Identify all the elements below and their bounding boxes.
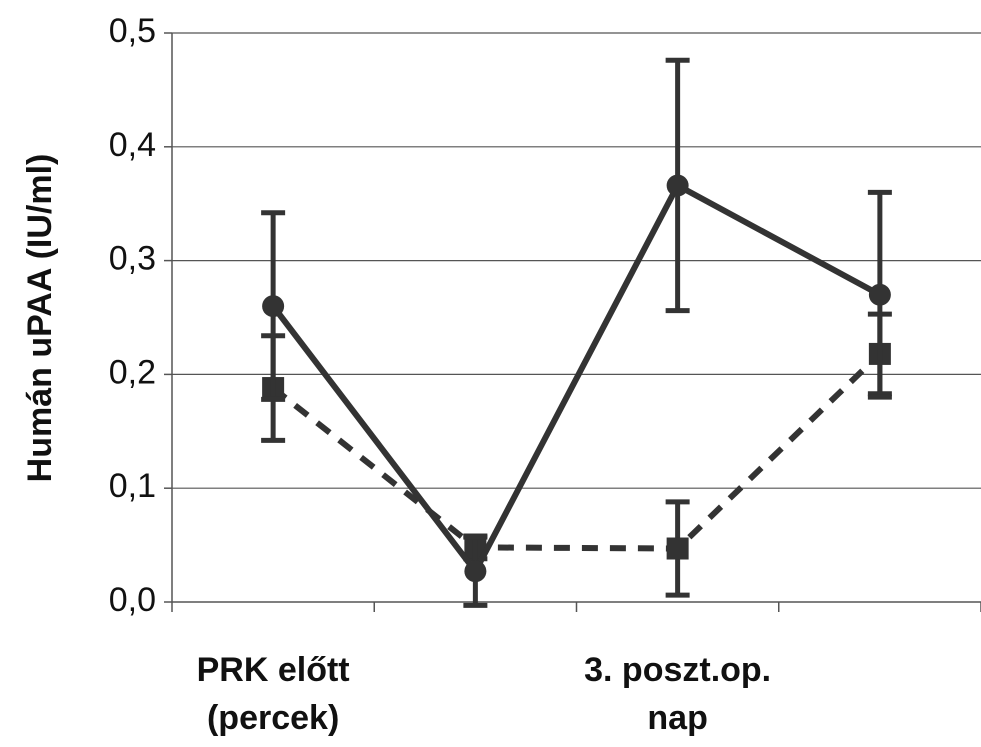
y-tick-label: 0,5 <box>109 12 156 50</box>
y-tick-label: 0,3 <box>109 240 156 278</box>
marker <box>666 174 689 197</box>
series-line <box>271 351 882 552</box>
marker <box>262 295 285 318</box>
y-tick-label: 0,0 <box>109 581 156 619</box>
y-tick-label: 0,2 <box>109 353 156 391</box>
marker <box>868 283 891 306</box>
series-line <box>270 181 882 577</box>
x-tick-label: PRK előtt (percek) <box>196 651 350 737</box>
y-axis-label: Humán uPAA (IU/ml) <box>21 154 59 483</box>
y-tick-label: 0,4 <box>109 126 156 164</box>
x-tick-label: 3. poszt.op. nap <box>584 651 772 737</box>
y-tick-label: 0,1 <box>109 467 156 505</box>
marker <box>666 537 689 560</box>
marker <box>464 560 487 583</box>
